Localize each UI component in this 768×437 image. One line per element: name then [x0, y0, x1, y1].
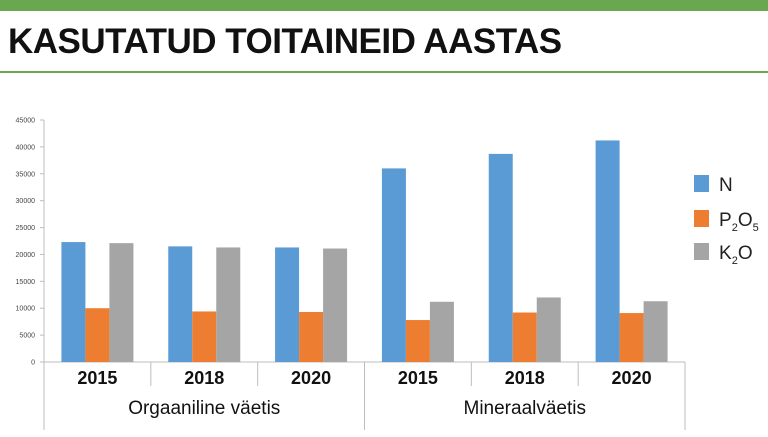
bar-K2O-2015	[429, 301, 454, 362]
bar-N-2015	[381, 168, 406, 362]
bar-P2O5-2020	[619, 313, 644, 362]
bar-N-2018	[168, 246, 193, 362]
legend-label-K2O: K2O	[719, 243, 753, 267]
x-tick-label: 2018	[505, 368, 545, 388]
x-tick-label: 2020	[612, 368, 652, 388]
y-tick-label: 25000	[16, 225, 36, 232]
bar-P2O5-2018	[192, 311, 217, 362]
y-tick-label: 5000	[19, 333, 35, 340]
bar-K2O-2015	[109, 243, 134, 362]
y-tick-label: 20000	[16, 252, 36, 259]
group-label: Mineraalväetis	[464, 398, 587, 419]
y-tick-label: 30000	[16, 198, 36, 205]
bar-N-2020	[275, 247, 300, 362]
y-tick-label: 45000	[16, 118, 36, 125]
top-accent-bar	[0, 0, 768, 11]
x-tick-label: 2015	[77, 368, 117, 388]
legend-label-P2O5: P2O5	[719, 210, 759, 234]
legend: N P2O5 K2O	[694, 175, 759, 267]
y-tick-label: 10000	[16, 306, 36, 313]
x-tick-label: 2018	[184, 368, 224, 388]
bar-P2O5-2020	[299, 311, 324, 362]
bar-K2O-2018	[536, 297, 561, 362]
bars-layer	[61, 140, 668, 362]
bar-K2O-2020	[643, 301, 668, 362]
bar-P2O5-2018	[512, 312, 537, 362]
legend-label-N: N	[719, 175, 733, 196]
y-tick-label: 0	[31, 360, 35, 367]
legend-swatch-K2O	[694, 243, 709, 260]
bar-K2O-2020	[323, 248, 348, 362]
bar-N-2018	[488, 153, 513, 362]
y-tick-label: 40000	[16, 144, 36, 151]
title-divider	[0, 71, 768, 73]
bar-N-2020	[595, 140, 620, 362]
page-title: KASUTATUD TOITAINEID AASTAS	[8, 22, 562, 61]
bar-K2O-2018	[216, 247, 241, 362]
legend-swatch-P2O5	[694, 210, 709, 227]
group-label: Orgaaniline väetis	[128, 398, 280, 419]
bar-P2O5-2015	[85, 308, 110, 362]
y-tick-label: 15000	[16, 279, 36, 286]
legend-swatch-N	[694, 175, 709, 192]
bar-N-2015	[61, 242, 86, 362]
x-tick-label: 2020	[291, 368, 331, 388]
y-tick-label: 35000	[16, 171, 36, 178]
x-tick-label: 2015	[398, 368, 438, 388]
x-labels-layer: 2015 2018 2020 2015 2018 2020 Orgaaniline väet…	[43, 362, 686, 430]
bar-P2O5-2015	[405, 320, 430, 362]
